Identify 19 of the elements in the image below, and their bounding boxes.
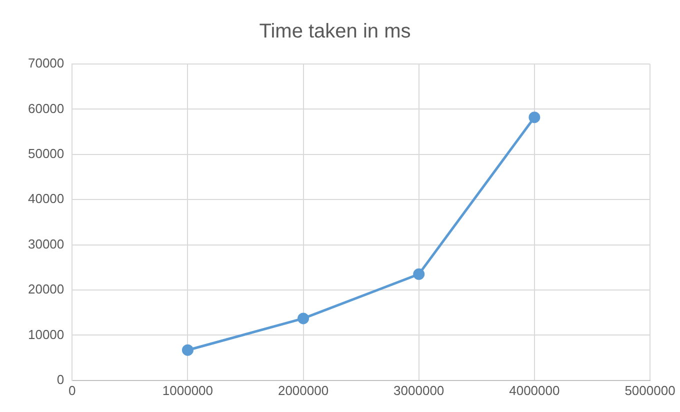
point bbox=[298, 312, 310, 324]
y-tick-label: 40000 bbox=[28, 191, 64, 206]
y-tick-label: 10000 bbox=[28, 326, 64, 342]
y-tick-label: 70000 bbox=[28, 56, 64, 71]
x-tick-label: 0 bbox=[68, 382, 76, 398]
y-tick-label: 20000 bbox=[28, 282, 64, 297]
chart-title: Time taken in ms bbox=[259, 20, 411, 43]
x-tick-label: 4000000 bbox=[509, 382, 560, 398]
x-tick-label: 3000000 bbox=[394, 382, 444, 398]
point bbox=[528, 112, 540, 124]
x-tick-label: 1000000 bbox=[162, 382, 214, 398]
y-tick-label: 0 bbox=[56, 372, 64, 387]
point bbox=[182, 344, 194, 356]
x-tick-label: 5000000 bbox=[624, 382, 676, 398]
y-tick-label: 50000 bbox=[28, 146, 64, 161]
y-tick-label: 60000 bbox=[28, 100, 64, 116]
point bbox=[413, 268, 425, 280]
x-tick-label: 2000000 bbox=[278, 382, 329, 398]
y-tick-label: 30000 bbox=[28, 236, 64, 252]
